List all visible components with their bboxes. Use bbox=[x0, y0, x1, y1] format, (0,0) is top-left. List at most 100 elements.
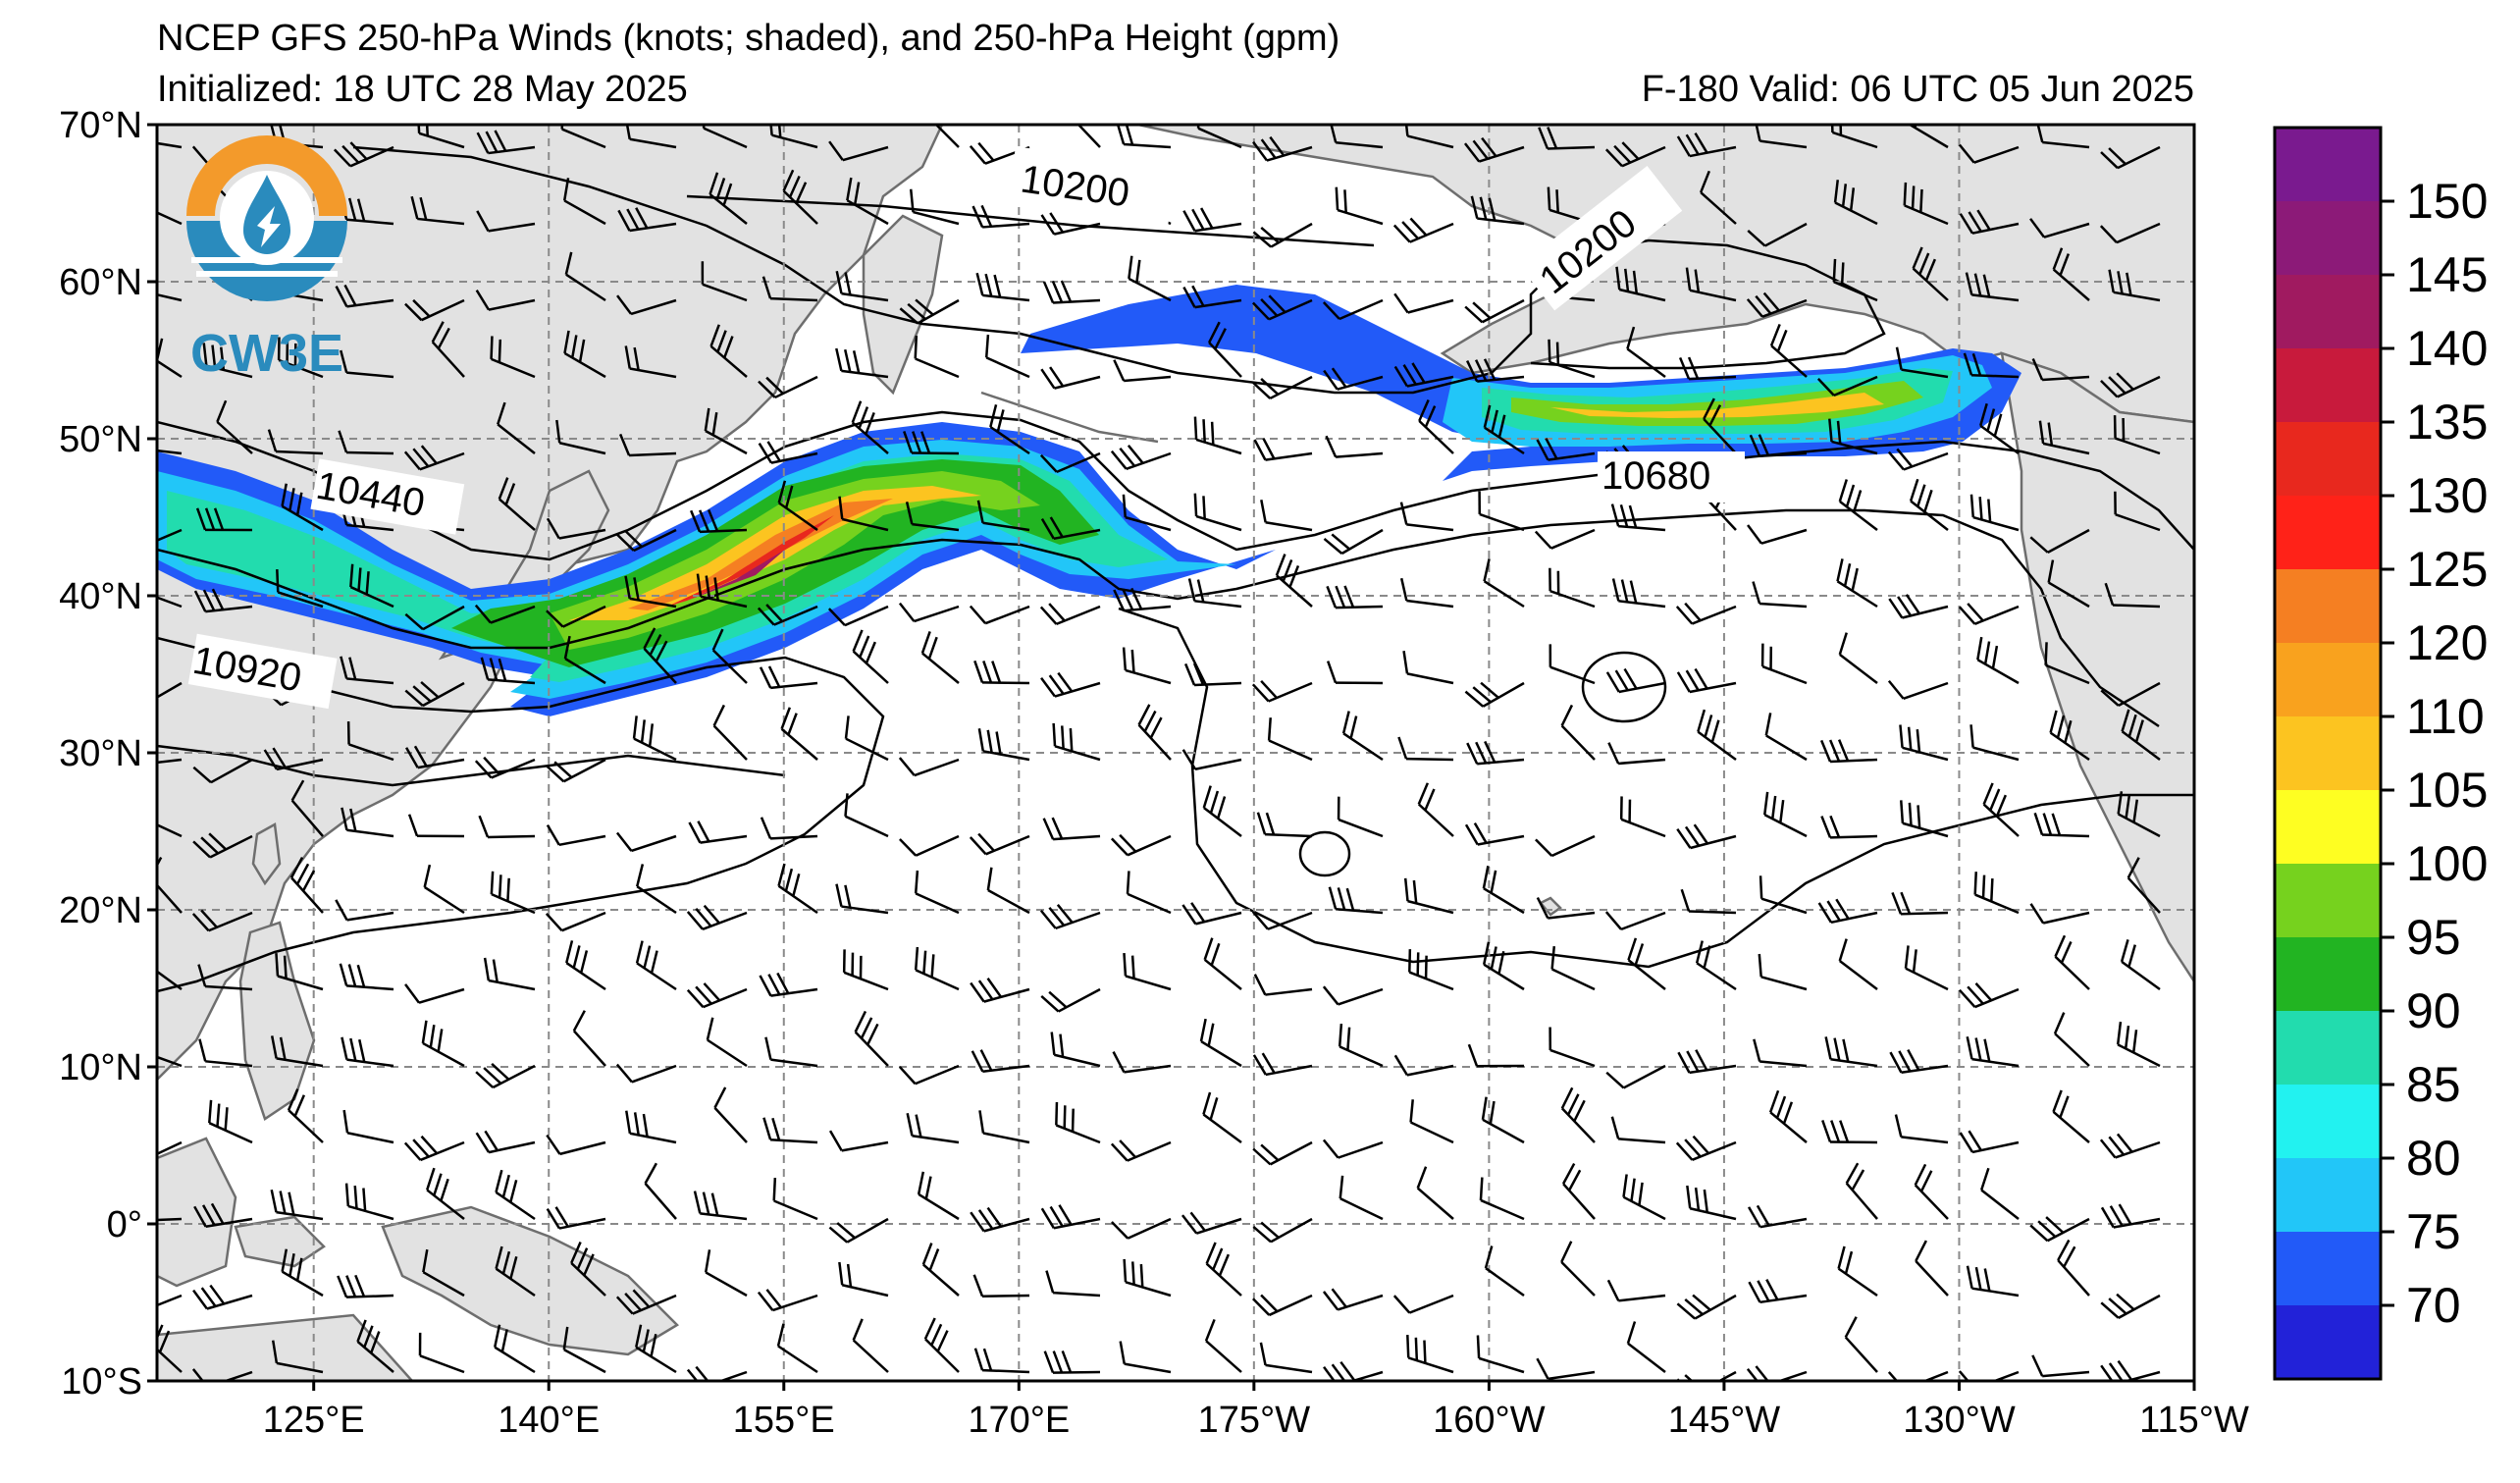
wind-barb bbox=[989, 404, 1030, 455]
lon-tick-label: 155°E bbox=[733, 1400, 835, 1441]
wind-barb bbox=[2047, 559, 2090, 609]
wind-barb bbox=[1536, 438, 1596, 461]
wind-barb bbox=[1204, 1318, 1242, 1373]
wind-barb bbox=[838, 496, 889, 532]
wind-barb bbox=[1605, 667, 1666, 694]
wind-barb bbox=[498, 477, 536, 531]
wind-barb bbox=[281, 1248, 324, 1298]
wind-barb bbox=[1039, 603, 1101, 626]
wind-barb bbox=[914, 870, 960, 915]
wind-barb bbox=[1039, 451, 1101, 473]
wind-barb bbox=[706, 1017, 748, 1068]
wind-barb bbox=[403, 1135, 465, 1162]
wind-barb bbox=[1969, 724, 2020, 762]
wind-barb bbox=[1322, 1288, 1384, 1311]
wind-barb bbox=[1676, 667, 1737, 694]
wind-barb bbox=[1676, 132, 1737, 158]
wind-barb bbox=[2029, 528, 2090, 554]
wind-barb bbox=[193, 588, 253, 613]
wind-barb bbox=[1958, 143, 2020, 164]
wind-barb bbox=[483, 957, 536, 991]
colorbar-swatch bbox=[2275, 201, 2381, 276]
wind-barb bbox=[1203, 937, 1242, 990]
wind-barb bbox=[835, 347, 889, 379]
lat-tick-label: 70°N bbox=[59, 105, 142, 146]
wind-barb bbox=[1187, 578, 1242, 609]
wind-barb bbox=[969, 605, 1030, 625]
wind-barb bbox=[844, 793, 889, 838]
wind-barb bbox=[757, 604, 818, 626]
wind-barb bbox=[1325, 435, 1384, 458]
wind-barb bbox=[1326, 661, 1384, 685]
wind-barb bbox=[2121, 709, 2161, 762]
wind-barb bbox=[1183, 662, 1242, 687]
wind-barb bbox=[1406, 1335, 1454, 1374]
wind-barb bbox=[1482, 866, 1525, 915]
wind-barb bbox=[835, 270, 889, 302]
wind-barb bbox=[828, 1130, 889, 1152]
wind-barb bbox=[835, 883, 889, 915]
wind-barb bbox=[1417, 782, 1454, 837]
wind-barb bbox=[2031, 1354, 2090, 1378]
wind-barb bbox=[1045, 1270, 1101, 1298]
wind-barb bbox=[1604, 141, 1666, 168]
wind-barb bbox=[828, 140, 889, 162]
wind-barb bbox=[1193, 416, 1242, 455]
wind-barb bbox=[1903, 182, 1949, 226]
wind-barb bbox=[1482, 941, 1525, 991]
lon-tick-label: 170°E bbox=[968, 1400, 1070, 1441]
wind-barb bbox=[1752, 581, 1808, 609]
wind-barb bbox=[973, 1348, 1030, 1374]
colorbar-tick-label: 95 bbox=[2406, 910, 2461, 965]
coast-lines bbox=[980, 391, 1159, 444]
wind-barb bbox=[972, 1274, 1030, 1298]
lat-tick-label: 40°N bbox=[59, 576, 142, 617]
wind-barb bbox=[1137, 704, 1172, 761]
wind-barb bbox=[356, 1319, 394, 1373]
wind-barb bbox=[693, 1191, 748, 1221]
wind-barb bbox=[2053, 1012, 2090, 1067]
wind-barb bbox=[2099, 1133, 2161, 1159]
colorbar-tick-label: 130 bbox=[2406, 468, 2488, 523]
wind-barb bbox=[1122, 647, 1172, 685]
wind-barb bbox=[1763, 791, 1808, 838]
lon-tick-label: 175°W bbox=[1198, 1400, 1311, 1441]
chart-title: NCEP GFS 250-hPa Winds (knots; shaded), … bbox=[157, 18, 1340, 59]
wind-barb bbox=[1965, 272, 2020, 302]
wind-barb bbox=[1888, 594, 1949, 619]
wind-barb bbox=[263, 747, 324, 771]
wind-barb bbox=[1610, 503, 1666, 532]
wind-barb bbox=[1040, 1204, 1101, 1230]
wind-barb bbox=[1686, 1185, 1737, 1221]
wind-barb bbox=[404, 983, 465, 1004]
wind-barb bbox=[921, 1243, 960, 1297]
wind-barb bbox=[276, 569, 324, 609]
wind-barb bbox=[777, 863, 818, 915]
wind-barb bbox=[1604, 911, 1666, 931]
wind-barb bbox=[709, 172, 748, 225]
logo-text: CW3E bbox=[190, 324, 343, 383]
wind-barb bbox=[1550, 946, 1596, 991]
wind-barb bbox=[1119, 1341, 1172, 1374]
wind-barb bbox=[1039, 904, 1101, 930]
wind-barb bbox=[844, 715, 889, 762]
wind-barb bbox=[644, 1162, 677, 1220]
wind-barb bbox=[475, 1062, 536, 1089]
wind-barb bbox=[546, 605, 606, 628]
wind-barb bbox=[709, 324, 748, 378]
wind-barb bbox=[1251, 911, 1313, 930]
wind-barb bbox=[281, 483, 324, 532]
wind-barb bbox=[1328, 886, 1384, 915]
wind-barb bbox=[1536, 896, 1596, 920]
wind-barb bbox=[970, 1206, 1030, 1233]
wind-barb bbox=[1627, 937, 1666, 990]
wind-barb bbox=[1252, 375, 1313, 400]
wind-barb bbox=[157, 960, 183, 991]
wind-barb bbox=[971, 1049, 1030, 1073]
wind-barb bbox=[712, 704, 748, 761]
wind-barb bbox=[216, 399, 253, 454]
wind-barb bbox=[2029, 903, 2090, 925]
wind-barb bbox=[1123, 953, 1172, 991]
wind-barb bbox=[1622, 1174, 1666, 1221]
wind-barb bbox=[1408, 949, 1454, 991]
